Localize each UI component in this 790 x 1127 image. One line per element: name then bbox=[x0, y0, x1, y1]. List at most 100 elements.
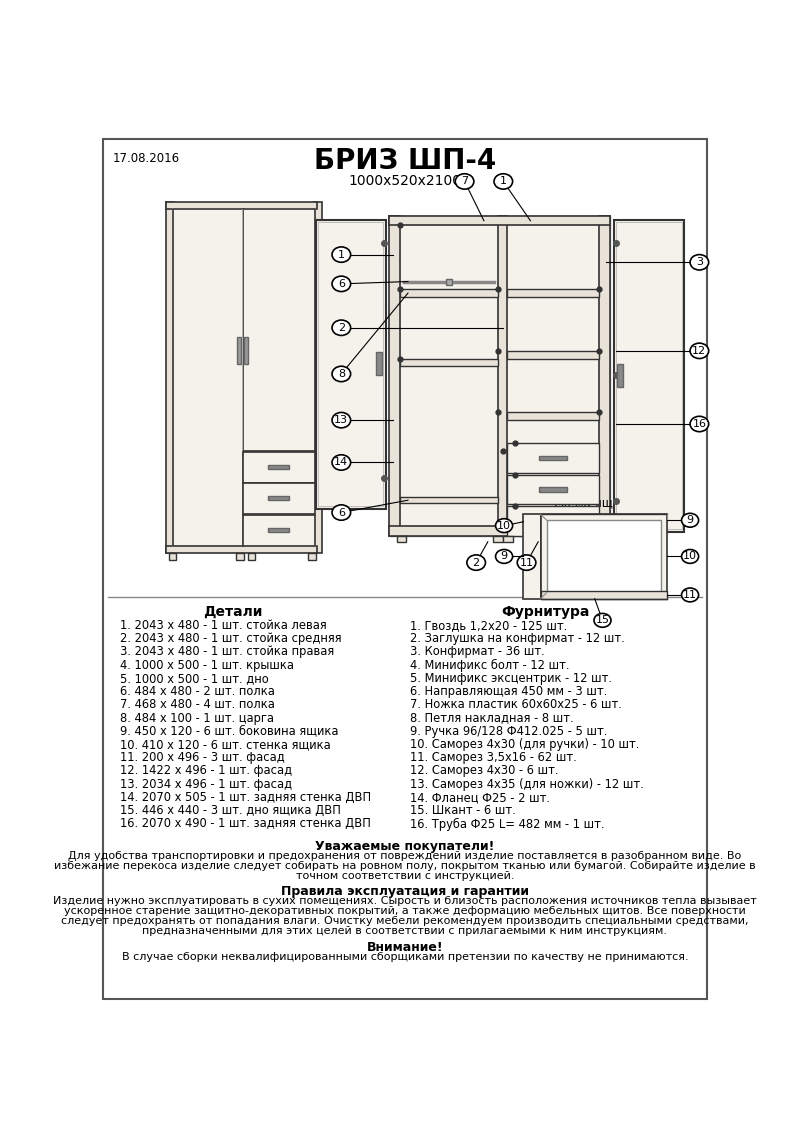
Text: 3. Конфирмат - 36 шт.: 3. Конфирмат - 36 шт. bbox=[410, 646, 545, 658]
Text: 15. Шкант - 6 шт.: 15. Шкант - 6 шт. bbox=[410, 805, 516, 817]
Bar bbox=[503, 535, 513, 542]
Text: 6. 484 х 480 - 2 шт. полка: 6. 484 х 480 - 2 шт. полка bbox=[120, 685, 276, 698]
Bar bbox=[268, 527, 289, 532]
Ellipse shape bbox=[690, 343, 709, 358]
Text: 2: 2 bbox=[472, 558, 480, 568]
Text: 6: 6 bbox=[338, 507, 344, 517]
Text: 7. 468 х 480 - 4 шт. полка: 7. 468 х 480 - 4 шт. полка bbox=[120, 699, 276, 711]
Bar bbox=[389, 216, 610, 225]
Text: 10: 10 bbox=[683, 551, 697, 561]
Point bbox=[400, 275, 409, 289]
Text: 3. 2043 х 480 - 1 шт. стойка правая: 3. 2043 х 480 - 1 шт. стойка правая bbox=[120, 646, 335, 658]
Bar bbox=[507, 474, 600, 504]
Text: 15. 446 х 440 - 3 шт. дно ящика ДВП: 15. 446 х 440 - 3 шт. дно ящика ДВП bbox=[120, 805, 341, 817]
Text: 1. Гвоздь 1,2х20 - 125 шт.: 1. Гвоздь 1,2х20 - 125 шт. bbox=[410, 619, 567, 632]
Bar bbox=[507, 506, 600, 535]
Bar bbox=[507, 290, 600, 296]
Text: 13: 13 bbox=[334, 415, 348, 425]
Text: 9: 9 bbox=[687, 515, 694, 525]
Text: Для удобства транспортировки и предохранения от повреждений изделие поставляется: Для удобства транспортировки и предохран… bbox=[68, 851, 742, 861]
Ellipse shape bbox=[494, 174, 513, 189]
Bar bbox=[539, 518, 567, 523]
Bar bbox=[166, 202, 318, 210]
Bar bbox=[236, 553, 243, 559]
Bar bbox=[507, 412, 600, 420]
Text: 1000x520x2100: 1000x520x2100 bbox=[348, 174, 461, 188]
Text: предназначенными для этих целей в соответствии с прилагаемыми к ним инструкциям.: предназначенными для этих целей в соотве… bbox=[142, 926, 668, 937]
Text: 5. Минификс эксцентрик - 12 шт.: 5. Минификс эксцентрик - 12 шт. bbox=[410, 672, 612, 685]
Bar bbox=[540, 591, 667, 598]
Bar bbox=[268, 496, 289, 500]
Text: 13. Саморез 4х35 (для ножки) - 12 шт.: 13. Саморез 4х35 (для ножки) - 12 шт. bbox=[410, 778, 644, 791]
Text: избежание перекоса изделие следует собирать на ровном полу, покрытом тканью или : избежание перекоса изделие следует собир… bbox=[54, 861, 756, 871]
Ellipse shape bbox=[682, 588, 698, 602]
Bar bbox=[600, 216, 610, 535]
Bar bbox=[389, 216, 610, 535]
Text: 2: 2 bbox=[338, 322, 345, 332]
Bar bbox=[401, 358, 498, 366]
Ellipse shape bbox=[594, 613, 611, 628]
Bar bbox=[243, 515, 315, 545]
Ellipse shape bbox=[495, 518, 513, 533]
Text: 10: 10 bbox=[497, 521, 511, 531]
Text: 5. 1000 х 500 - 1 шт. дно: 5. 1000 х 500 - 1 шт. дно bbox=[120, 672, 269, 685]
Bar bbox=[493, 535, 502, 542]
Text: 2. 2043 х 480 - 1 шт. стойка средняя: 2. 2043 х 480 - 1 шт. стойка средняя bbox=[120, 632, 342, 645]
Text: 10. Саморез 4х30 (для ручки) - 10 шт.: 10. Саморез 4х30 (для ручки) - 10 шт. bbox=[410, 738, 640, 751]
Bar bbox=[268, 464, 289, 469]
Bar bbox=[243, 337, 247, 364]
Ellipse shape bbox=[690, 416, 709, 432]
Text: Уважаемые покупатели!: Уважаемые покупатели! bbox=[315, 840, 495, 853]
Ellipse shape bbox=[495, 550, 513, 564]
Bar bbox=[507, 443, 600, 472]
Text: Правила эксплуатация и гарантии: Правила эксплуатация и гарантии bbox=[281, 886, 529, 898]
Text: 16. Труба Ф25 L= 482 мм - 1 шт.: 16. Труба Ф25 L= 482 мм - 1 шт. bbox=[410, 817, 605, 831]
Ellipse shape bbox=[332, 505, 351, 521]
Ellipse shape bbox=[517, 554, 536, 570]
Ellipse shape bbox=[332, 247, 351, 263]
Text: 13. 2034 х 496 - 1 шт. фасад: 13. 2034 х 496 - 1 шт. фасад bbox=[120, 778, 292, 791]
Bar bbox=[446, 279, 452, 285]
Bar bbox=[318, 222, 383, 506]
Text: 7. Ножка пластик 60х60х25 - 6 шт.: 7. Ножка пластик 60х60х25 - 6 шт. bbox=[410, 699, 623, 711]
Bar bbox=[389, 216, 401, 535]
Bar bbox=[243, 452, 315, 482]
Text: ускоренное старение защитно-декоративных покрытий, а также деформацию мебельных : ускоренное старение защитно-декоративных… bbox=[64, 906, 746, 916]
Bar bbox=[507, 350, 600, 358]
Text: 16: 16 bbox=[692, 419, 706, 429]
Ellipse shape bbox=[332, 320, 351, 336]
Text: 9. 450 х 120 - 6 шт. боковина ящика: 9. 450 х 120 - 6 шт. боковина ящика bbox=[120, 725, 339, 738]
Text: 4. 1000 х 500 - 1 шт. крышка: 4. 1000 х 500 - 1 шт. крышка bbox=[120, 658, 295, 672]
Text: 8. 484 х 100 - 1 шт. царга: 8. 484 х 100 - 1 шт. царга bbox=[120, 711, 274, 725]
Bar bbox=[243, 483, 315, 514]
Text: точном соответствии с инструкцией.: точном соответствии с инструкцией. bbox=[295, 871, 514, 880]
Text: БРИЗ ШП-4: БРИЗ ШП-4 bbox=[314, 147, 496, 175]
Text: 14. 2070 х 505 - 1 шт. задняя стенка ДВП: 14. 2070 х 505 - 1 шт. задняя стенка ДВП bbox=[120, 791, 371, 804]
Text: 8: 8 bbox=[338, 369, 345, 379]
Bar bbox=[524, 514, 540, 598]
Bar bbox=[595, 535, 604, 542]
Text: 3: 3 bbox=[696, 257, 703, 267]
Text: Детали: Детали bbox=[203, 605, 262, 619]
Text: 16. 2070 х 490 - 1 шт. задняя стенка ДВП: 16. 2070 х 490 - 1 шт. задняя стенка ДВП bbox=[120, 817, 371, 831]
Text: 12. Саморез 4х30 - 6 шт.: 12. Саморез 4х30 - 6 шт. bbox=[410, 764, 559, 778]
Text: 1. 2043 х 480 - 1 шт. стойка левая: 1. 2043 х 480 - 1 шт. стойка левая bbox=[120, 619, 327, 632]
Text: 10. 410 х 120 - 6 шт. стенка ящика: 10. 410 х 120 - 6 шт. стенка ящика bbox=[120, 738, 331, 751]
Text: 11: 11 bbox=[520, 558, 533, 568]
Bar bbox=[539, 487, 567, 491]
Bar bbox=[314, 202, 322, 553]
Text: 8. Петля накладная - 8 шт.: 8. Петля накладная - 8 шт. bbox=[410, 711, 574, 725]
Bar bbox=[547, 521, 660, 593]
Bar bbox=[243, 210, 315, 451]
Bar bbox=[172, 208, 316, 548]
Text: 7: 7 bbox=[461, 177, 468, 186]
Bar bbox=[376, 353, 382, 375]
Bar bbox=[614, 220, 684, 532]
Text: 11. Саморез 3,5х16 - 62 шт.: 11. Саморез 3,5х16 - 62 шт. bbox=[410, 752, 577, 764]
Text: 11. 200 х 496 - 3 шт. фасад: 11. 200 х 496 - 3 шт. фасад bbox=[120, 752, 285, 764]
Bar bbox=[540, 514, 667, 598]
Ellipse shape bbox=[332, 455, 351, 470]
Text: схема ящика: схема ящика bbox=[555, 497, 635, 509]
Bar bbox=[389, 526, 610, 535]
Text: 2. Заглушка на конфирмат - 12 шт.: 2. Заглушка на конфирмат - 12 шт. bbox=[410, 632, 625, 645]
